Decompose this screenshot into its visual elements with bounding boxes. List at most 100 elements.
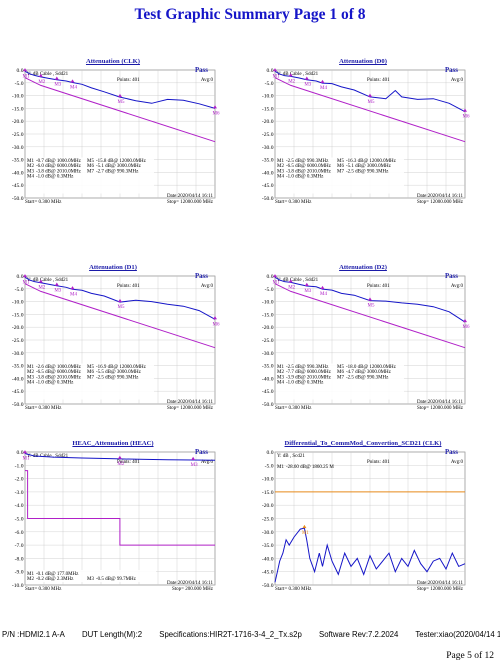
y-tick-label: -20.0: [262, 119, 274, 125]
y-tick-label: -7.0: [15, 543, 24, 549]
marker-label: M5: [368, 100, 375, 105]
marker-label: M4: [320, 86, 327, 91]
start-label: Start= 0.300 MHz: [275, 406, 312, 411]
y-tick-label: -15.0: [262, 312, 274, 318]
marker-table-id: M7: [87, 375, 94, 380]
y-tick-label: -30.0: [12, 351, 24, 357]
chart-title: Attenuation (CLK): [85, 58, 141, 65]
date-label: Date:2020/04/14 16:11: [167, 400, 214, 405]
marker-table-id: M5: [337, 159, 344, 164]
marker-triangle: [320, 79, 325, 84]
marker-triangle: [463, 108, 467, 112]
marker-label: M2: [288, 285, 295, 290]
marker-table-id: M2: [27, 577, 34, 582]
marker-label: M6: [463, 325, 470, 330]
marker-table-id: M2: [27, 164, 34, 169]
marker-table-bg: [26, 157, 154, 194]
chart-attenuation-d1: Attenuation (D1) 0.0 -5.0 -10.0 -15.0 -20.0 -2…: [8, 264, 220, 424]
y-tick-label: -10.0: [12, 94, 24, 100]
pass-badge: Pass: [445, 67, 458, 74]
footer-software: Software Rev:7.2.2024: [319, 630, 399, 639]
y-tick-label: -50.0: [12, 402, 24, 408]
marker-table-value: -6.0 dB@ 6000.0MHz: [36, 164, 82, 169]
marker-table-value: -16.3 dB@ 12000.0MHz: [346, 159, 397, 164]
marker-table-bg: [276, 157, 404, 194]
stop-label: Stop= 12000.000 MHz: [167, 200, 214, 205]
y-tick-label: 0.0: [17, 274, 24, 280]
marker-table-value: -28.60 dB@ 1860.25 M: [286, 465, 334, 470]
marker-table-bg: [276, 363, 404, 400]
marker-triangle: [54, 282, 59, 286]
marker-table-value: -0.7 dB@ 1000.0MHz: [36, 159, 82, 164]
y-tick-label: -10.0: [262, 300, 274, 306]
marker-table-id: M4: [27, 381, 34, 386]
marker-table-value: -5.1 dB@ 3000.0MHz: [346, 164, 392, 169]
pass-badge: Pass: [195, 449, 208, 456]
marker-label: M5: [118, 305, 125, 310]
y-tick-label: -35.0: [262, 543, 274, 549]
chart-title: Attenuation (D1): [89, 264, 137, 271]
marker-table-id: M6: [337, 370, 344, 375]
pass-badge: Pass: [445, 449, 458, 456]
y-tick-label: -25.0: [12, 132, 24, 138]
chart-header: Y: dB Cable , Sdd21: [277, 72, 319, 77]
marker-table-value: -2.5 dB@ 990.3MHz: [96, 375, 139, 380]
marker-table-value: -0.1 dB@ 177.0MHz: [36, 572, 79, 577]
marker-triangle: [288, 279, 293, 283]
chart-heac-attenuation: HEAC_Attenuation (HEAC) 0.0 -1.0 -2.0 -3.0 -4…: [8, 440, 218, 600]
marker-table-id: M2: [277, 164, 284, 169]
chart-title: Attenuation (D2): [339, 264, 387, 271]
marker-table-id: M3: [27, 375, 34, 380]
y-tick-label: -6.0: [15, 530, 24, 536]
y-tick-label: -30.0: [262, 351, 274, 357]
marker-triangle: [273, 274, 277, 278]
points-label: Points: 401: [367, 78, 390, 83]
y-tick-label: -40.0: [12, 376, 24, 382]
marker-label: M5: [118, 100, 125, 105]
marker-triangle: [117, 298, 122, 303]
marker-table-value: -5.1 dB@ 3000.0MHz: [96, 164, 142, 169]
stop-label: Stop= 12000.000 MHz: [417, 587, 464, 592]
avg-label: Avg:0: [201, 460, 214, 465]
chart-svg: 0.0 -1.0 -2.0 -3.0 -4.0 -5.0 -6.0 -7.0 -8.0 -9.0 -…: [12, 450, 216, 592]
marker-table-id: M1: [27, 159, 34, 164]
points-label: Points: 401: [117, 78, 140, 83]
marker-table-value: -2.5 dB@ 990.3MHz: [286, 159, 329, 164]
y-tick-label: -15.0: [12, 312, 24, 318]
marker-table-id: M3: [27, 169, 34, 174]
y-tick-label: -45.0: [262, 183, 274, 189]
marker-triangle: [304, 76, 309, 80]
y-tick-label: -15.0: [12, 106, 24, 112]
marker-table-id: M5: [87, 365, 94, 370]
footer-tester: Tester:xiao(2020/04/14 16:11): [415, 630, 500, 639]
y-tick-label: -40.0: [262, 376, 274, 382]
date-label: Date:2020/04/14 16:11: [167, 194, 214, 199]
marker-table-id: M2: [277, 370, 284, 375]
marker-table-id: M3: [87, 577, 94, 582]
chart-title: Differential_To_CommMod_Convertion_SCD21…: [284, 440, 442, 447]
measured-line: [274, 527, 466, 583]
measured-line: [274, 70, 466, 113]
y-tick-label: -45.0: [262, 389, 274, 395]
marker-label: M1: [273, 280, 280, 285]
marker-triangle: [213, 316, 217, 320]
y-tick-label: -5.0: [265, 287, 274, 293]
y-tick-label: -9.0: [15, 570, 24, 576]
marker-table-value: -3.8 dB@ 2010.0MHz: [36, 375, 82, 380]
chart-svg: 0.0 -5.0 -10.0 -15.0 -20.0 -25.0 -30.0 -35.0 -40…: [12, 68, 220, 205]
date-label: Date:2020/04/14 16:11: [167, 581, 214, 586]
start-label: Start= 0.300 MHz: [25, 200, 62, 205]
chart-svg: 0.0 -5.0 -10.0 -15.0 -20.0 -25.0 -30.0 -35.0 -40…: [262, 68, 470, 205]
marker-triangle: [213, 105, 217, 109]
date-label: Date:2020/04/14 16:11: [417, 400, 464, 405]
marker-table-value: -16.9 dB@ 12000.0MHz: [96, 365, 147, 370]
start-label: Start= 0.300 MHz: [25, 406, 62, 411]
date-label: Date:2020/04/14 16:11: [417, 581, 464, 586]
marker-table-id: M6: [337, 164, 344, 169]
marker-triangle: [117, 93, 122, 98]
limit-line: [24, 77, 216, 143]
marker-table-id: M1: [277, 465, 284, 470]
marker-triangle: [367, 297, 372, 301]
marker-triangle: [70, 79, 75, 83]
chart-svg: 0.0 -5.0 -10.0 -15.0 -20.0 -25.0 -30.0 -35.0 -40…: [262, 450, 466, 592]
